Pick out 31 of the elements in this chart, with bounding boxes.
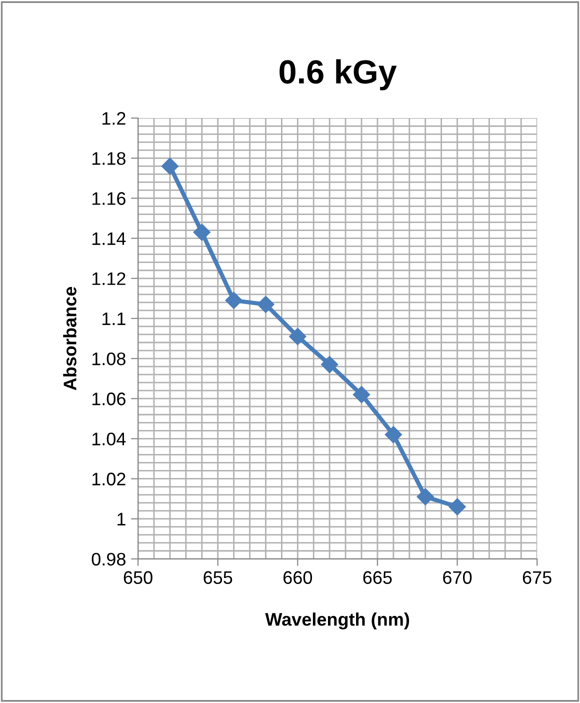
point — [161, 158, 179, 175]
x-axis-title: Wavelength (nm) — [265, 612, 410, 630]
y-tick-label: 1.18 — [92, 152, 126, 165]
chart-title: 0.6 kGy — [280, 59, 397, 90]
y-tick-label: 1.12 — [92, 272, 126, 285]
y-tick-label: 1 — [118, 512, 126, 526]
y-tick-label: 1.04 — [92, 432, 126, 446]
y-axis-title: Absorbance — [63, 286, 76, 390]
point — [321, 356, 338, 374]
y-tick-label: 1.2 — [102, 112, 126, 125]
y-tick-label: 1.02 — [92, 472, 126, 486]
point — [352, 386, 370, 404]
y-tick-label: 1.08 — [92, 352, 126, 366]
point — [193, 224, 210, 241]
y-tick-label: 1.16 — [92, 192, 126, 205]
point — [289, 328, 306, 346]
x-tick-label: 665 — [363, 571, 392, 584]
y-tick-label: 1.1 — [102, 312, 126, 325]
x-tick-label: 670 — [443, 571, 472, 584]
point — [384, 426, 402, 444]
point — [225, 292, 242, 309]
point — [257, 296, 274, 313]
point — [416, 488, 434, 506]
x-tick-label: 655 — [204, 571, 232, 584]
y-tick-label: 1.06 — [92, 392, 126, 406]
y-tick-label: 0.98 — [92, 552, 126, 566]
x-tick-label: 660 — [284, 571, 312, 584]
y-tick-label: 1.14 — [92, 232, 126, 245]
x-tick-label: 675 — [522, 571, 552, 584]
point — [448, 498, 466, 516]
x-tick-label: 650 — [124, 571, 152, 584]
